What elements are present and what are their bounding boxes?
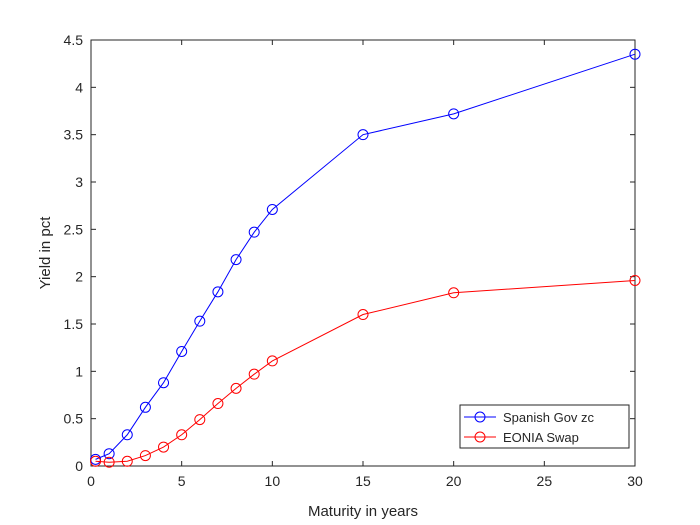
- data-point-eonia-swap: [176, 429, 188, 441]
- data-point-spanish-gov-zc: [448, 108, 460, 120]
- data-point-spanish-gov-zc: [212, 286, 224, 298]
- y-tick-label: 1.5: [64, 316, 84, 332]
- x-tick-label: 30: [627, 473, 643, 489]
- data-point-eonia-swap: [212, 398, 224, 410]
- data-point-eonia-swap: [158, 441, 170, 453]
- x-axis: 0 5 10 15 20 25 30: [87, 40, 643, 489]
- series-line-eonia-swap: [95, 279, 636, 463]
- data-point-eonia-swap: [230, 382, 242, 394]
- legend-marker-spanish-gov-zc: [474, 411, 486, 423]
- data-point-eonia-swap: [629, 274, 641, 286]
- data-point-spanish-gov-zc: [266, 203, 278, 215]
- axes-box: [90, 39, 636, 467]
- data-point-spanish-gov-zc: [194, 315, 206, 327]
- y-axis: 0 0.5 1 1.5 2 2.5 3 3.5 4 4.5: [64, 32, 635, 474]
- legend-marker-eonia-swap: [474, 431, 486, 443]
- data-point-spanish-gov-zc: [158, 377, 170, 389]
- series-group: [90, 48, 641, 468]
- data-point-eonia-swap: [103, 456, 115, 468]
- x-tick-label: 0: [87, 473, 95, 489]
- x-tick-label: 5: [178, 473, 186, 489]
- y-tick-label: 2.5: [64, 221, 84, 237]
- legend: Spanish Gov zc EONIA Swap: [459, 404, 630, 449]
- legend-label-eonia-swap: EONIA Swap: [503, 430, 579, 445]
- data-point-eonia-swap: [90, 455, 102, 467]
- data-point-eonia-swap: [194, 414, 206, 426]
- data-point-spanish-gov-zc: [629, 48, 641, 60]
- y-axis-label: Yield in pct: [37, 216, 54, 290]
- data-point-eonia-swap: [121, 455, 133, 467]
- data-point-spanish-gov-zc: [103, 448, 115, 460]
- legend-box: [459, 404, 630, 449]
- y-tick-label: 0.5: [64, 411, 84, 427]
- data-point-spanish-gov-zc: [248, 226, 260, 238]
- data-point-eonia-swap: [357, 309, 369, 321]
- x-tick-label: 25: [537, 473, 553, 489]
- y-tick-label: 2: [75, 269, 83, 285]
- x-tick-label: 15: [355, 473, 371, 489]
- x-tick-label: 10: [265, 473, 281, 489]
- x-axis-label: Maturity in years: [308, 503, 418, 520]
- y-tick-label: 4.5: [64, 32, 84, 48]
- plot-area: 0 5 10 15 20 25 30 0 0.5 1 1.5 2 2.5 3 3.5 4 4.5: [64, 32, 643, 489]
- data-point-spanish-gov-zc: [230, 254, 242, 266]
- data-point-spanish-gov-zc: [357, 129, 369, 141]
- y-tick-label: 0: [75, 458, 83, 474]
- x-tick-label: 20: [446, 473, 462, 489]
- data-point-spanish-gov-zc: [176, 345, 188, 357]
- data-point-spanish-gov-zc: [139, 401, 151, 413]
- y-tick-label: 4: [75, 79, 83, 95]
- data-point-spanish-gov-zc: [121, 429, 133, 441]
- y-tick-label: 3.5: [64, 127, 84, 143]
- y-tick-label: 1: [75, 363, 83, 379]
- data-point-eonia-swap: [448, 287, 460, 299]
- data-point-eonia-swap: [266, 355, 278, 367]
- data-point-eonia-swap: [248, 368, 260, 380]
- legend-label-spanish-gov-zc: Spanish Gov zc: [503, 410, 595, 425]
- data-point-eonia-swap: [139, 450, 151, 462]
- y-tick-label: 3: [75, 174, 83, 190]
